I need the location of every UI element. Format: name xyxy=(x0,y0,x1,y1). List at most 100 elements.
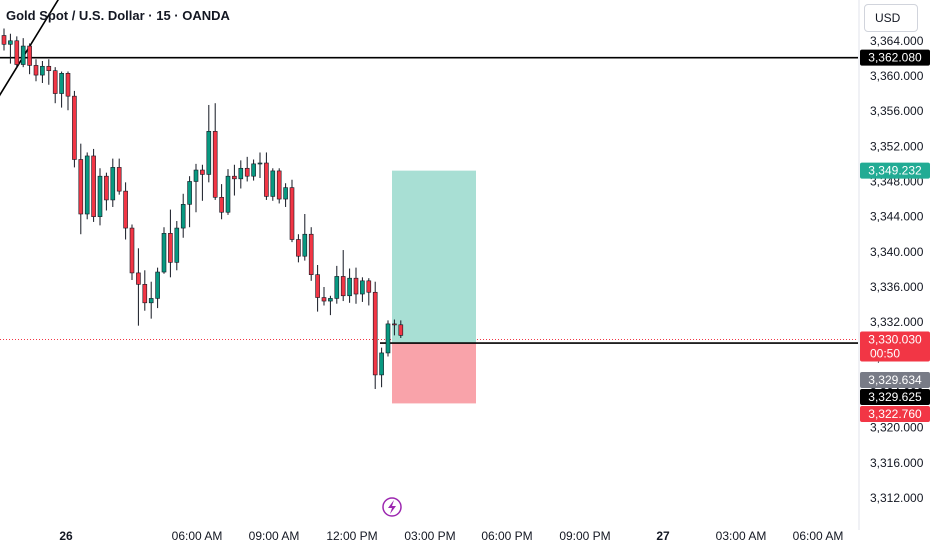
candle xyxy=(91,148,96,222)
candle xyxy=(187,176,192,228)
candle xyxy=(257,152,263,178)
x-tick-label: 03:00 AM xyxy=(716,529,767,543)
candle xyxy=(308,227,314,281)
y-tick-label: 3,356.000 xyxy=(870,104,924,118)
price-tag-target: 3,349.232 xyxy=(868,164,922,178)
price-tag-last-low: 3,329.634 xyxy=(868,373,922,387)
candle xyxy=(264,152,269,200)
candle xyxy=(180,193,186,238)
candle xyxy=(142,270,148,311)
y-tick-label: 3,332.000 xyxy=(870,315,924,329)
y-tick-label: 3,344.000 xyxy=(870,210,924,224)
candle xyxy=(289,179,295,243)
candle xyxy=(200,164,205,201)
lightning-icon-glyph xyxy=(388,500,396,514)
candle xyxy=(1,28,7,51)
candle xyxy=(59,71,64,108)
candle xyxy=(136,248,141,326)
countdown-label: 00:50 xyxy=(870,346,900,360)
candle xyxy=(372,281,378,389)
candle xyxy=(52,67,58,104)
candle xyxy=(340,250,346,302)
candle xyxy=(40,61,45,83)
candle xyxy=(97,168,103,226)
candle xyxy=(225,169,231,215)
candle xyxy=(46,59,52,85)
candle xyxy=(315,265,320,312)
candle xyxy=(251,159,256,181)
candle xyxy=(385,320,391,357)
price-tag-entry-bg xyxy=(860,389,930,405)
x-tick-label: 06:00 AM xyxy=(793,529,844,543)
candle xyxy=(238,160,244,189)
y-tick-label: 3,340.000 xyxy=(870,245,924,259)
y-tick-label: 3,336.000 xyxy=(870,280,924,294)
candle xyxy=(161,227,167,274)
candle xyxy=(353,267,359,304)
candle xyxy=(148,281,154,319)
candle xyxy=(328,295,333,316)
x-tick-label: 27 xyxy=(656,529,670,543)
candle xyxy=(283,183,288,207)
loss-zone xyxy=(392,343,476,404)
candle xyxy=(78,143,84,235)
candle xyxy=(270,168,276,201)
x-tick-label: 06:00 AM xyxy=(172,529,223,543)
candle xyxy=(398,320,404,338)
candle xyxy=(72,90,77,168)
candle xyxy=(206,104,212,183)
price-tag-stop-bg xyxy=(860,406,930,422)
candle xyxy=(14,36,20,69)
candle xyxy=(110,158,116,207)
x-tick-label: 03:00 PM xyxy=(404,529,455,543)
y-tick-label: 3,360.000 xyxy=(870,69,924,83)
y-tick-label: 3,352.000 xyxy=(870,139,924,153)
candle xyxy=(276,168,282,204)
candle xyxy=(244,156,250,182)
candle xyxy=(104,172,109,211)
candle xyxy=(116,158,122,195)
candle xyxy=(8,33,13,64)
y-tick-label: 3,316.000 xyxy=(870,456,924,470)
candle xyxy=(20,38,26,68)
price-tag-stop: 3,322.760 xyxy=(868,407,922,421)
candle xyxy=(219,184,224,220)
candle xyxy=(334,265,340,304)
candle xyxy=(360,277,365,302)
candle xyxy=(84,152,90,220)
price-tag-target-bg xyxy=(860,162,930,179)
candle xyxy=(33,59,39,82)
candle xyxy=(155,267,160,309)
candle xyxy=(347,268,352,303)
candle xyxy=(193,163,199,213)
profit-zone xyxy=(392,170,476,344)
candle xyxy=(302,214,308,261)
candle xyxy=(366,278,372,306)
chart-title: Gold Spot / U.S. Dollar · 15 · OANDA xyxy=(6,8,230,23)
candle xyxy=(392,319,397,336)
candle xyxy=(65,71,71,111)
candle xyxy=(321,286,327,306)
y-tick-label: 3,312.000 xyxy=(870,491,924,505)
x-tick-label: 26 xyxy=(59,529,73,543)
x-tick-label: 09:00 PM xyxy=(559,529,610,543)
candle xyxy=(27,43,32,75)
candle xyxy=(379,347,384,388)
candle xyxy=(129,224,135,280)
y-tick-label: 3,320.000 xyxy=(870,421,924,435)
x-tick-label: 09:00 AM xyxy=(249,529,300,543)
price-tag-resistance: 3,362.080 xyxy=(868,51,922,65)
currency-selector[interactable]: USD xyxy=(864,4,918,32)
y-tick-label: 3,364.000 xyxy=(870,34,924,48)
price-tag-current-bg xyxy=(860,331,930,362)
price-tag-current: 3,330.030 xyxy=(868,332,922,346)
price-tag-last-low-bg xyxy=(860,372,930,388)
candle xyxy=(123,182,128,240)
x-tick-label: 06:00 PM xyxy=(481,529,532,543)
candle xyxy=(168,209,173,278)
candle xyxy=(212,103,218,200)
x-tick-label: 12:00 PM xyxy=(326,529,377,543)
candle xyxy=(174,221,180,271)
candle xyxy=(296,234,301,263)
